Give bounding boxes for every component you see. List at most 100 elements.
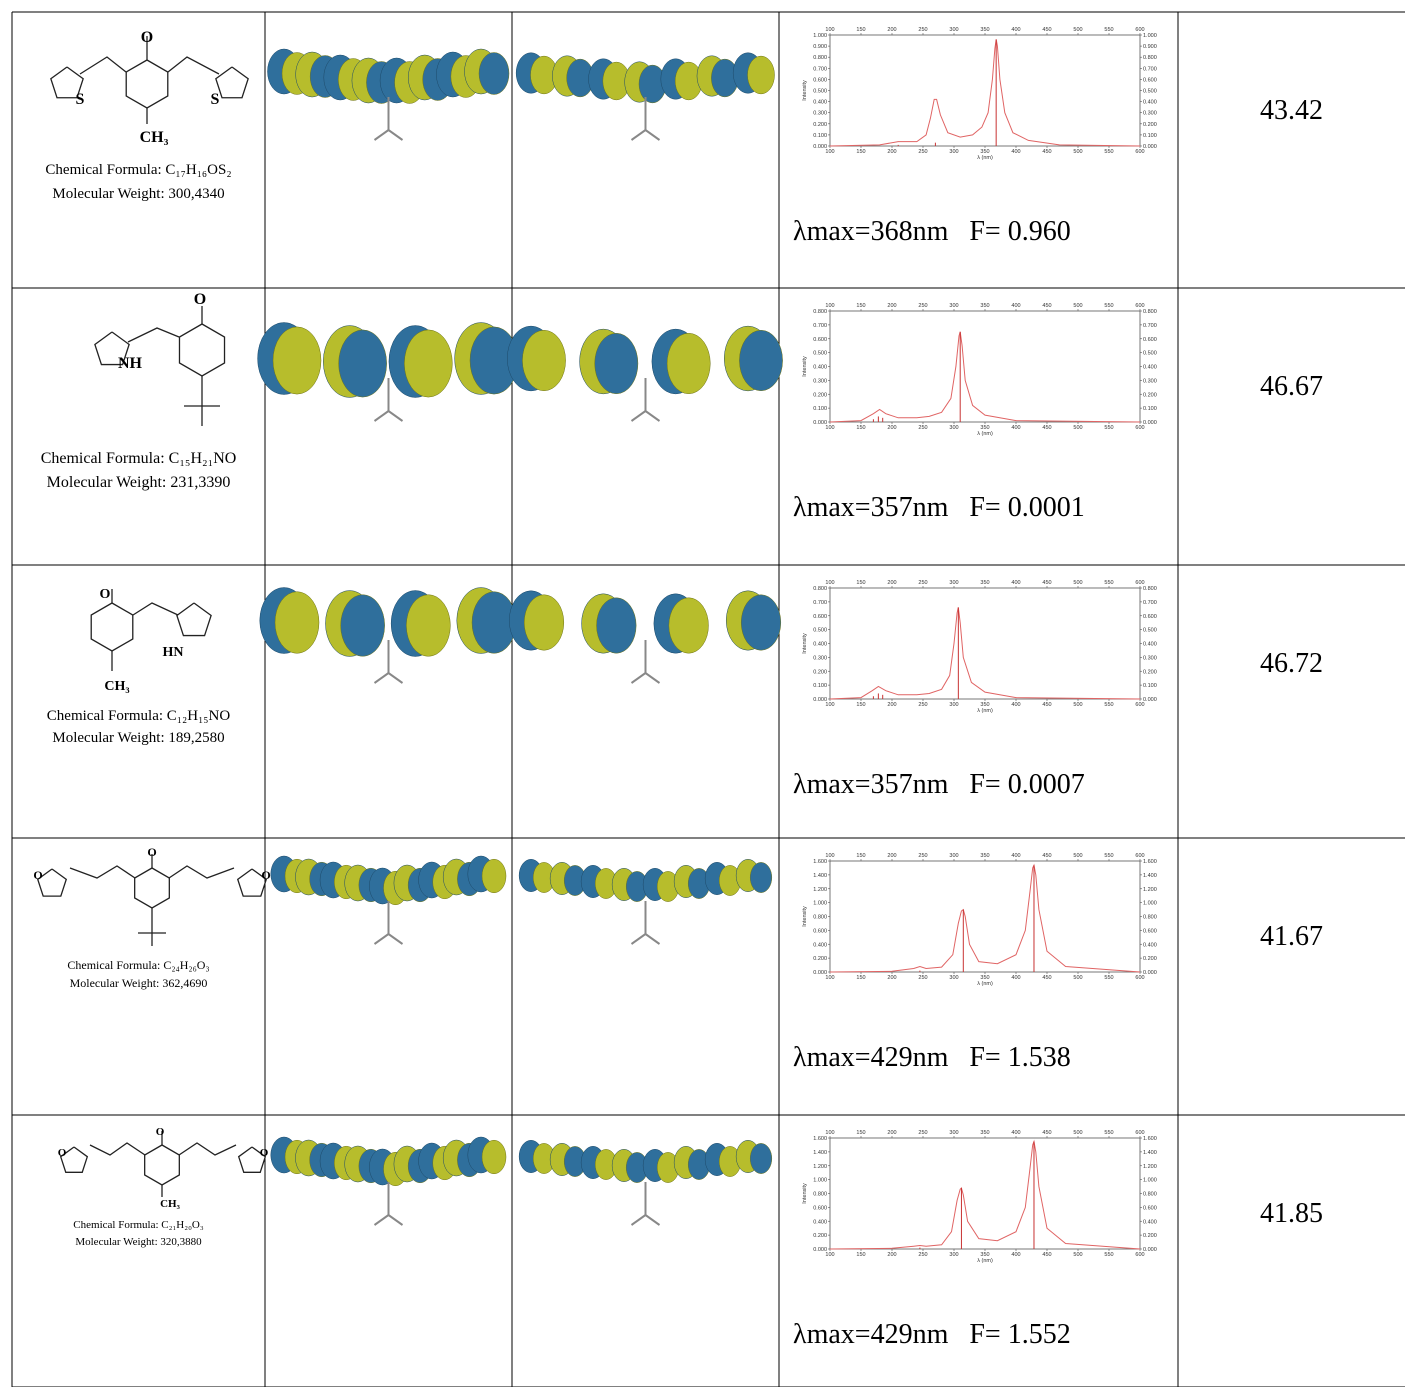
y-tick-label: 0.000: [1143, 697, 1157, 703]
plot-frame: [830, 588, 1140, 699]
atom-label: O: [194, 291, 206, 308]
y-tick-label: 0.100: [813, 683, 827, 689]
lambda-max: λmax=357nm F= 0.0007: [793, 769, 1085, 800]
y-tick-label: 0.200: [1143, 392, 1157, 398]
spectrum-curve: [830, 332, 1140, 422]
orbital-lobe: [522, 330, 565, 390]
y-tick-label: 1.000: [813, 901, 827, 907]
y-tick-label: 0.000: [1143, 420, 1157, 426]
x-tick-label: 400: [1011, 1252, 1020, 1258]
structure-drawing: [51, 36, 248, 124]
orbital-image: [271, 1137, 506, 1225]
orbital-lobe: [339, 330, 387, 397]
x-tick-label: 350: [980, 27, 989, 33]
x-tick-label: 200: [887, 27, 896, 33]
y-tick-label: 0.800: [813, 1192, 827, 1198]
x-tick-label: 300: [949, 1130, 958, 1136]
y-tick-label: 0.600: [813, 1205, 827, 1211]
y-tick-label: 0.400: [1143, 365, 1157, 371]
x-tick-label: 450: [1042, 1252, 1051, 1258]
bond: [80, 57, 126, 74]
y-tick-label: 1.600: [813, 859, 827, 865]
y-tick-label: 0.100: [1143, 133, 1157, 139]
molecular-weight: Molecular Weight: 300,4340: [52, 186, 224, 202]
table: OSSCH₃Chemical Formula: C₁₇H₁₆OS₂Molecul…: [0, 0, 1405, 1387]
x-tick-label: 350: [980, 853, 989, 859]
x-tick-label: 150: [856, 1130, 865, 1136]
orbital-image: [271, 856, 506, 944]
energy-value: 46.72: [1260, 648, 1323, 679]
y-tick-label: 0.700: [1143, 66, 1157, 72]
y-tick-label: 0.500: [813, 351, 827, 357]
ring: [177, 603, 211, 636]
ring: [91, 603, 133, 651]
y-tick-label: 1.000: [1143, 33, 1157, 39]
y-tick-label: 0.400: [813, 642, 827, 648]
y-tick-label: 0.800: [813, 309, 827, 315]
plot-frame: [830, 861, 1140, 972]
y-tick-label: 0.100: [1143, 406, 1157, 412]
x-tick-label: 500: [1073, 27, 1082, 33]
y-tick-label: 0.200: [813, 122, 827, 128]
x-tick-label: 300: [949, 425, 958, 431]
lambda-max: λmax=429nm F= 1.538: [793, 1042, 1071, 1073]
y-tick-label: 0.200: [813, 1233, 827, 1239]
orbital-image: [519, 1140, 772, 1225]
x-tick-label: 500: [1073, 853, 1082, 859]
x-tick-label: 150: [856, 702, 865, 708]
y-tick-label: 0.000: [813, 420, 827, 426]
spectrum-curve: [830, 39, 1140, 146]
y-tick-label: 0.300: [813, 378, 827, 384]
y-tick-label: 0.600: [1143, 928, 1157, 934]
x-axis-label: λ (nm): [977, 155, 993, 161]
lambda-max: λmax=429nm F= 1.552: [793, 1319, 1071, 1350]
x-tick-label: 300: [949, 1252, 958, 1258]
y-tick-label: 0.300: [813, 655, 827, 661]
atom-label: O: [156, 1126, 165, 1138]
molecular-weight: Molecular Weight: 362,4690: [70, 976, 208, 990]
orbital-lobe: [750, 1143, 772, 1173]
y-tick-label: 0.200: [813, 669, 827, 675]
y-tick-label: 1.400: [813, 873, 827, 879]
y-tick-label: 0.800: [1143, 915, 1157, 921]
orbital-lobe: [741, 595, 781, 650]
y-tick-label: 0.400: [1143, 100, 1157, 106]
x-tick-label: 550: [1104, 975, 1113, 981]
x-axis-label: λ (nm): [977, 431, 993, 437]
x-tick-label: 250: [918, 303, 927, 309]
x-tick-label: 400: [1011, 975, 1020, 981]
y-tick-label: 0.300: [1143, 111, 1157, 117]
x-tick-label: 300: [949, 27, 958, 33]
y-tick-label: 1.200: [813, 887, 827, 893]
bond: [90, 1143, 145, 1155]
x-tick-label: 400: [1011, 303, 1020, 309]
x-tick-label: 550: [1104, 1252, 1113, 1258]
y-tick-label: 0.500: [813, 628, 827, 634]
bond: [128, 328, 179, 342]
y-tick-label: 0.100: [813, 406, 827, 412]
x-tick-label: 450: [1042, 975, 1051, 981]
x-tick-label: 400: [1011, 27, 1020, 33]
atom-label: CH₃: [160, 1198, 181, 1210]
orbital-lobe: [524, 595, 564, 650]
y-tick-label: 0.600: [1143, 1205, 1157, 1211]
y-tick-label: 0.000: [1143, 1247, 1157, 1253]
atom-label: O: [147, 845, 156, 859]
atom-label: HN: [163, 645, 184, 660]
structure-drawing: [95, 306, 225, 426]
y-tick-label: 0.400: [813, 100, 827, 106]
x-tick-label: 150: [856, 1252, 865, 1258]
y-tick-label: 0.400: [813, 365, 827, 371]
energy-value: 46.67: [1260, 371, 1323, 402]
y-tick-label: 0.400: [1143, 642, 1157, 648]
orbital-image: [516, 53, 774, 140]
spectrum-curve: [830, 1142, 1140, 1250]
ring: [216, 67, 248, 98]
y-tick-label: 0.000: [813, 697, 827, 703]
x-tick-label: 500: [1073, 303, 1082, 309]
x-tick-label: 550: [1104, 425, 1113, 431]
x-tick-label: 250: [918, 975, 927, 981]
x-tick-label: 450: [1042, 853, 1051, 859]
orbital-image: [519, 859, 772, 944]
orbital-lobe: [406, 595, 450, 657]
